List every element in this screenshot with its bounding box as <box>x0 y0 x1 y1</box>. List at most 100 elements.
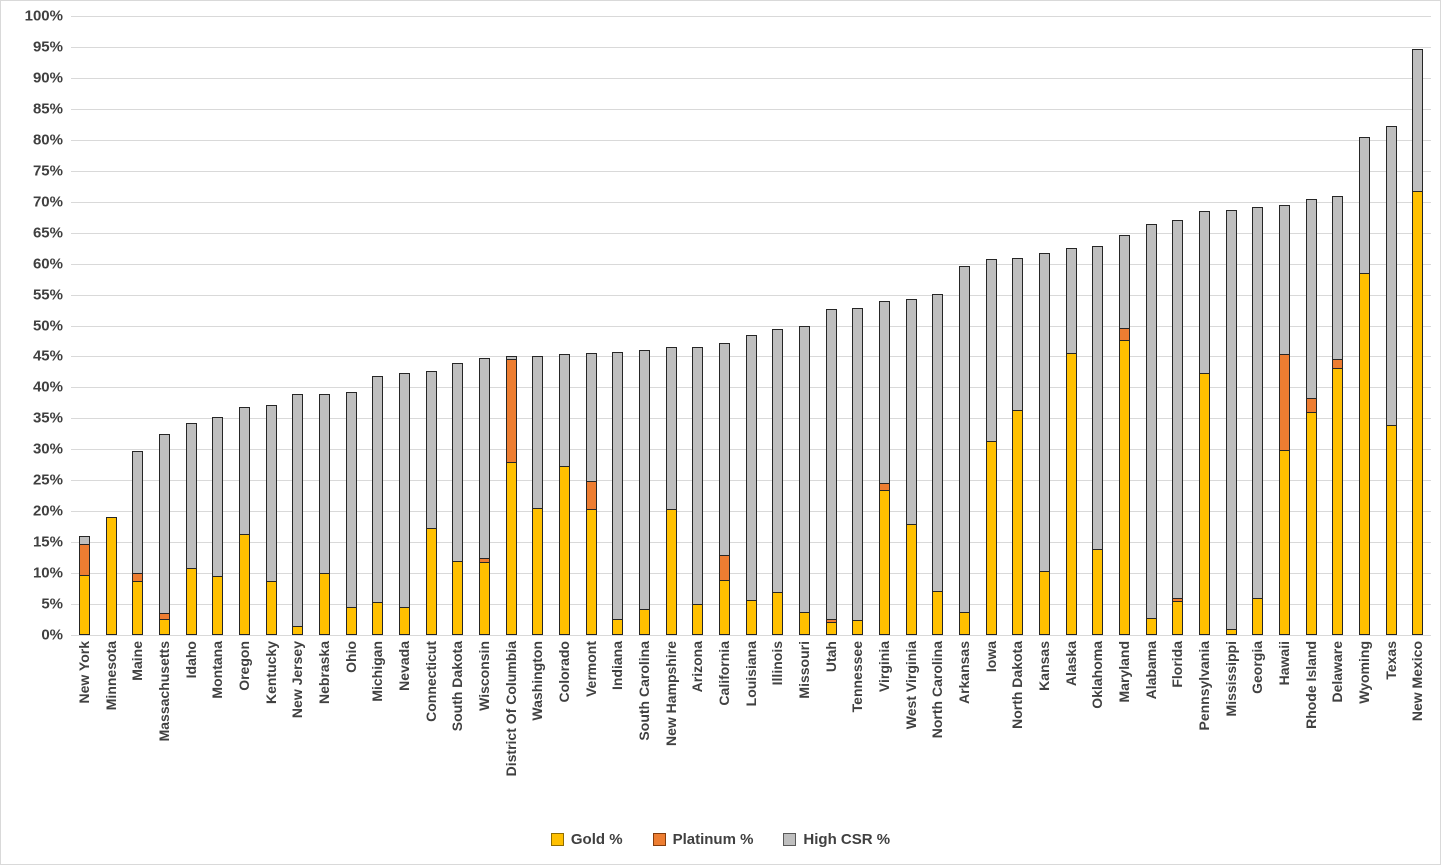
y-axis-tick-label: 65% <box>32 224 63 242</box>
y-axis-tick-label: 55% <box>32 286 63 304</box>
x-axis-label: Utah <box>822 641 839 673</box>
x-axis-label: New Mexico <box>1409 641 1426 722</box>
bar-group <box>1005 16 1032 635</box>
bar-segment-gold <box>1412 191 1424 635</box>
x-axis-slot: Maine <box>124 641 151 819</box>
bar-segment-gold <box>78 576 90 635</box>
x-axis-label: Idaho <box>182 641 199 679</box>
bar-group <box>738 16 765 635</box>
y-axis-tick-label: 0% <box>41 626 63 644</box>
x-axis-label: South Dakota <box>449 641 466 732</box>
bar-segment-high-csr <box>878 300 890 485</box>
bar-group <box>1351 16 1378 635</box>
legend: Gold % Platinum % High CSR % <box>1 831 1440 848</box>
bar-segment-gold <box>158 620 170 635</box>
x-axis-label: Georgia <box>1249 641 1266 694</box>
bar-group <box>1218 16 1245 635</box>
bar-segment-high-csr <box>372 376 384 603</box>
x-axis-slot: Nebraska <box>311 641 338 819</box>
bar-segment-high-csr <box>452 362 464 562</box>
bar-segment-gold <box>558 466 570 635</box>
bar-segment-gold <box>452 562 464 635</box>
bar-group <box>658 16 685 635</box>
x-axis-label: Missouri <box>795 641 812 699</box>
x-axis-label: Kansas <box>1036 641 1053 691</box>
bar-segment-high-csr <box>1119 235 1131 330</box>
bar-group <box>178 16 205 635</box>
plot-area <box>71 16 1431 636</box>
x-axis-slot: Montana <box>204 641 231 819</box>
y-axis-tick-label: 60% <box>32 255 63 273</box>
x-axis-label: Arizona <box>689 641 706 693</box>
y-axis-tick-label: 45% <box>32 347 63 365</box>
bar-segment-high-csr <box>905 298 917 526</box>
bar-segment-gold <box>1385 425 1397 635</box>
bar-group <box>1298 16 1325 635</box>
bar-segment-gold <box>1252 598 1264 635</box>
x-axis-slot: Colorado <box>551 641 578 819</box>
bar-group <box>71 16 98 635</box>
x-axis-label: Michigan <box>369 641 386 702</box>
x-axis-label: Colorado <box>555 641 572 703</box>
bar-segment-gold <box>798 612 810 635</box>
x-axis-slot: Florida <box>1165 641 1192 819</box>
bar-segment-gold <box>585 510 597 635</box>
bar-segment-high-csr <box>745 334 757 601</box>
bar-segment-high-csr <box>612 351 624 620</box>
bar-segment-gold <box>772 592 784 635</box>
bar-segment-high-csr <box>1252 206 1264 599</box>
x-axis-slot: Idaho <box>178 641 205 819</box>
bar-group <box>551 16 578 635</box>
gridline <box>71 325 1431 327</box>
bar-segment-high-csr <box>852 307 864 622</box>
bar-segment-gold <box>745 601 757 635</box>
bar-group <box>764 16 791 635</box>
x-axis-slot: Pennsylvania <box>1191 641 1218 819</box>
bar-segment-high-csr <box>318 393 330 575</box>
bar-segment-platinum <box>78 545 90 577</box>
x-axis-label: North Dakota <box>1009 641 1026 729</box>
x-axis-label: District Of Columbia <box>502 641 519 777</box>
bar-group <box>204 16 231 635</box>
x-axis-slot: Kentucky <box>258 641 285 819</box>
x-axis-slot: Ohio <box>338 641 365 819</box>
bar-group <box>311 16 338 635</box>
bar-group <box>871 16 898 635</box>
legend-swatch-icon <box>652 833 666 846</box>
bar-group <box>711 16 738 635</box>
x-axis-slot: Vermont <box>578 641 605 819</box>
x-axis-slot: Delaware <box>1325 641 1352 819</box>
bar-segment-gold <box>692 604 704 635</box>
bar-segment-high-csr <box>1092 246 1104 550</box>
bar-segment-high-csr <box>932 294 944 592</box>
x-axis-slot: Virginia <box>871 641 898 819</box>
legend-item: Gold % <box>550 831 623 848</box>
bar-group <box>338 16 365 635</box>
bar-segment-gold <box>372 602 384 635</box>
bar-segment-gold <box>1332 369 1344 635</box>
bar-segment-gold <box>1012 410 1024 635</box>
x-axis-slot: Rhode Island <box>1298 641 1325 819</box>
x-axis-label: Rhode Island <box>1302 641 1319 729</box>
bar-segment-high-csr <box>292 393 304 627</box>
legend-label: Platinum % <box>672 831 754 848</box>
bar-group <box>1031 16 1058 635</box>
bar-group <box>898 16 925 635</box>
bar-segment-gold <box>425 528 437 635</box>
bar-segment-gold <box>345 607 357 635</box>
bar-group <box>1378 16 1405 635</box>
bar-segment-high-csr <box>425 371 437 529</box>
y-axis-tick-label: 35% <box>32 409 63 427</box>
bar-group <box>418 16 445 635</box>
x-axis-slot: California <box>711 641 738 819</box>
x-axis-slot: Wyoming <box>1351 641 1378 819</box>
bar-segment-platinum <box>132 574 144 583</box>
bars-container <box>71 16 1431 635</box>
bar-segment-high-csr <box>1039 253 1051 572</box>
x-axis-label: Tennessee <box>849 641 866 713</box>
bar-segment-high-csr <box>265 404 277 582</box>
bar-segment-high-csr <box>345 392 357 608</box>
bar-segment-platinum <box>825 619 837 623</box>
x-axis-label: Wisconsin <box>475 641 492 711</box>
bar-segment-platinum <box>1332 360 1344 370</box>
